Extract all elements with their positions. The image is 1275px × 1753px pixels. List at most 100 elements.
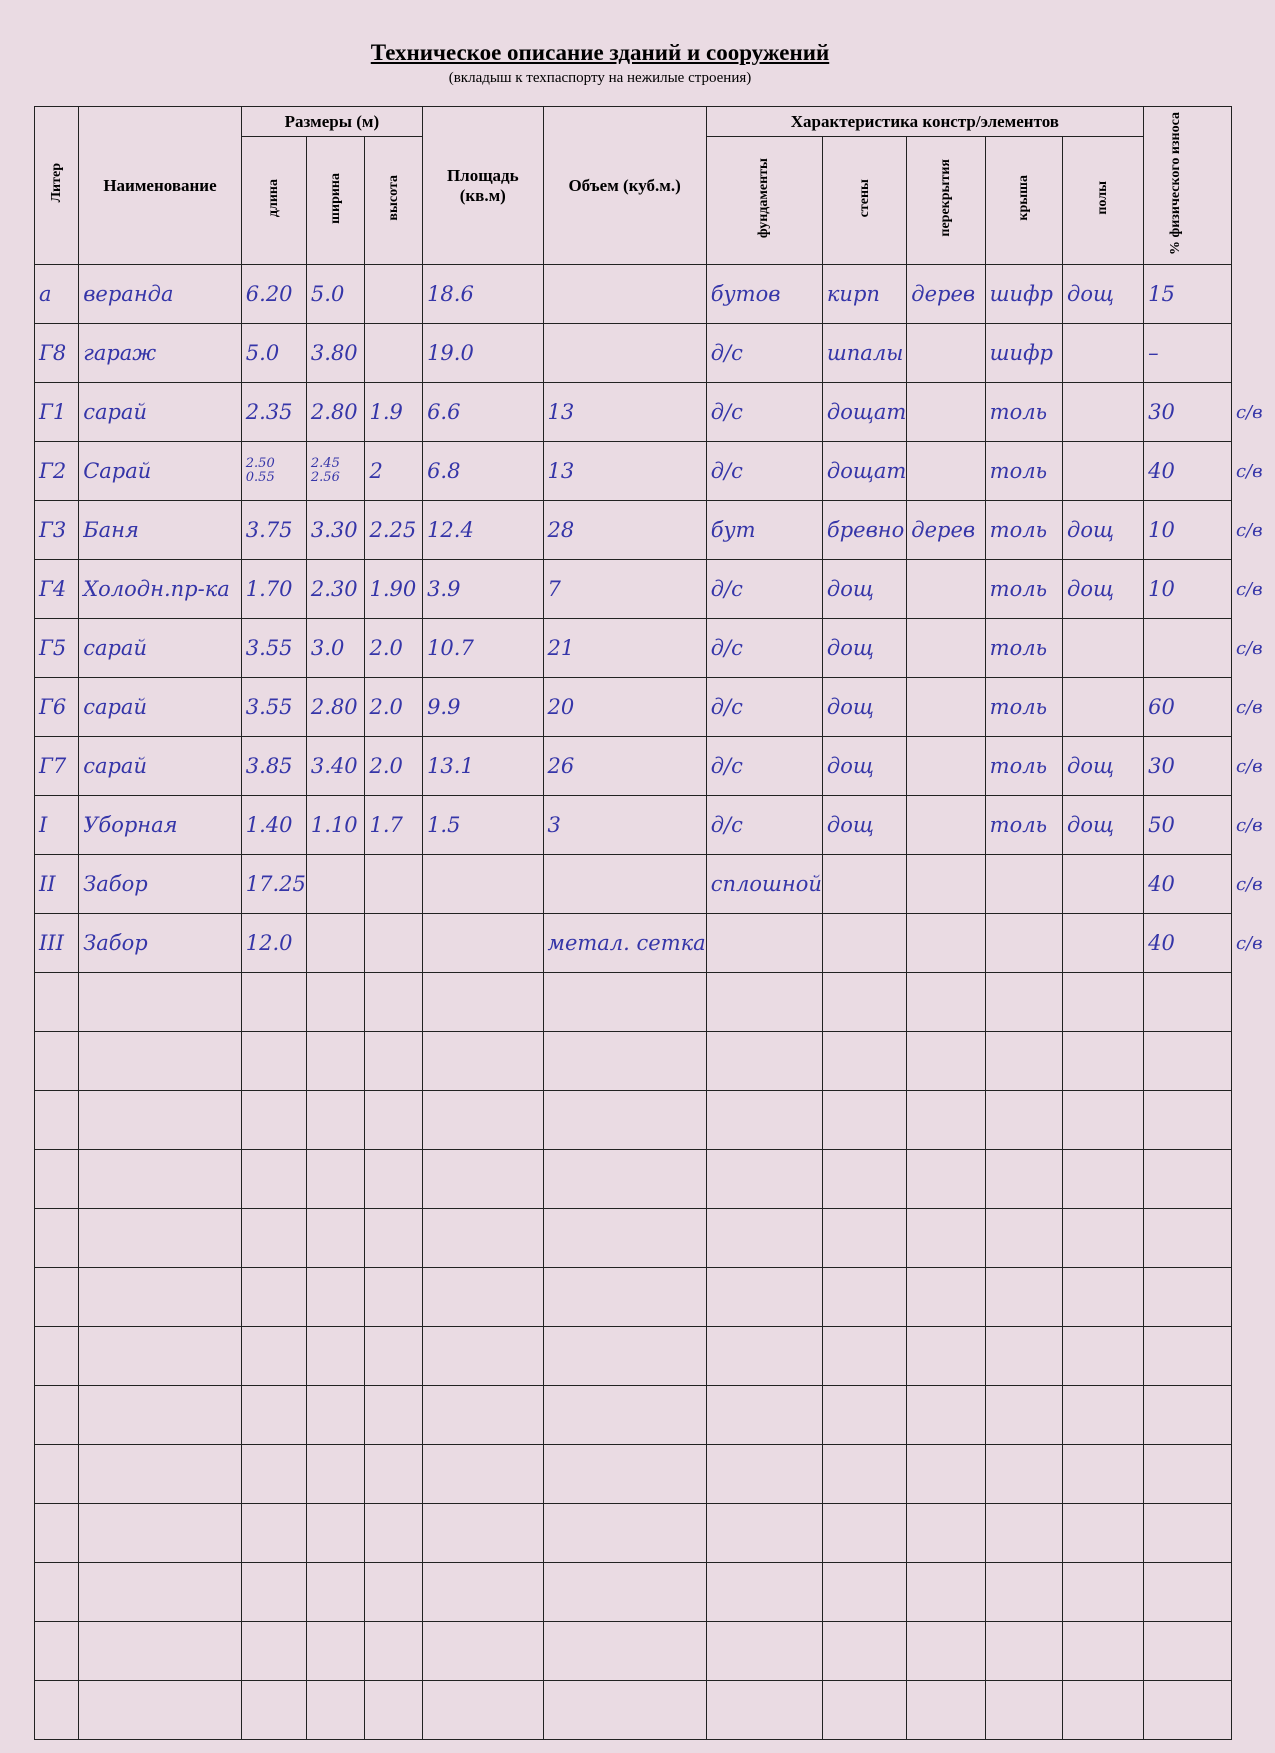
empty-row [33,1267,1275,1327]
cell [906,382,986,442]
empty-row [33,1680,1275,1740]
empty-cell [305,1503,366,1563]
empty-cell [705,1680,823,1740]
empty-cell [542,1031,707,1091]
margin-note [1231,324,1275,383]
empty-cell [33,1444,80,1504]
empty-cell [422,972,544,1032]
empty-cell [364,1444,424,1504]
header-cell: ширина [305,136,366,265]
empty-cell [422,1031,544,1091]
empty-cell [305,972,366,1032]
empty-cell [542,1562,707,1622]
cell [422,913,544,973]
cell: а [33,264,80,324]
cell: 12.4 [422,500,544,560]
cell: Г7 [33,736,80,796]
empty-cell [240,1680,307,1740]
cell: 12.0 [240,913,307,973]
cell: 3.75 [240,500,307,560]
header-cell: Площадь (кв.м) [422,106,544,265]
cell: шпалы [821,323,908,383]
empty-cell [906,1208,986,1268]
margin-note: с/в [1235,637,1263,659]
empty-cell [821,972,908,1032]
cell [1062,913,1145,973]
empty-cell [906,1267,986,1327]
row: а веранда 6.20 5.0 18.6 бутов кирп дерев шифр дощ… [33,264,1275,324]
empty-cell [1062,1503,1145,1563]
cell: 50 [1143,795,1232,855]
empty-cell [422,1385,544,1445]
cell: толь [984,382,1064,442]
empty-cell [422,1680,544,1740]
empty-cell [78,972,242,1032]
table: Литер Наименование Размеры (м) Площадь (… [33,106,1275,1740]
cell: 2.25 [364,500,424,560]
empty-row [33,1444,1275,1504]
empty-cell [906,1326,986,1386]
empty-cell [305,1208,366,1268]
cell: 2.0 [364,736,424,796]
cell [305,854,366,914]
empty-cell [1231,1504,1275,1563]
cell: дощ [1062,264,1145,324]
cell: д/с [705,559,823,619]
empty-row [33,1090,1275,1150]
empty-cell [1062,1326,1145,1386]
cell [984,854,1064,914]
empty-cell [821,1562,908,1622]
cell [422,854,544,914]
empty-cell [821,1267,908,1327]
cell: д/с [705,677,823,737]
empty-cell [542,1444,707,1504]
header-text: Литер [48,163,64,203]
empty-cell [364,1208,424,1268]
cell: сарай [78,677,242,737]
empty-cell [984,1385,1064,1445]
cell: 2.30 [305,559,366,619]
header-cell: полы [1062,136,1145,265]
row: Г7 сарай 3.85 3.40 2.0 13.1 26 д/с дощ толь дощ 30 с… [33,736,1275,796]
empty-cell [305,1149,366,1209]
empty-cell [33,1503,80,1563]
empty-cell [33,1208,80,1268]
empty-cell [821,1326,908,1386]
cell: 3.85 [240,736,307,796]
title: Техническое описание зданий и сооружений [370,40,830,65]
empty-cell [78,1267,242,1327]
cell [821,854,908,914]
empty-cell [305,1621,366,1681]
empty-cell [1143,1562,1232,1622]
cell [906,795,986,855]
empty-cell [984,1090,1064,1150]
cell: I [33,795,80,855]
cell: д/с [705,441,823,501]
cell: бут [705,500,823,560]
cell: 1.5 [422,795,544,855]
cell: толь [984,677,1064,737]
cell: 6.6 [422,382,544,442]
empty-cell [240,1621,307,1681]
cell: Г4 [33,559,80,619]
empty-cell [821,1444,908,1504]
empty-cell [305,1267,366,1327]
cell: 40 [1143,441,1232,501]
empty-cell [1231,1209,1275,1268]
empty-row [33,972,1275,1032]
empty-cell [78,1326,242,1386]
cell [906,618,986,678]
empty-cell [821,1149,908,1209]
empty-cell [78,1621,242,1681]
row: I Уборная 1.40 1.10 1.7 1.5 3 д/с дощ толь дощ 50 с/… [33,795,1275,855]
margin [1231,107,1275,265]
cell: 6.20 [240,264,307,324]
empty-cell [240,1208,307,1268]
subtitle: (вкладыш к техпаспорту на нежилые строен… [448,70,752,86]
empty-cell [305,1090,366,1150]
header-cell: перекрытия [906,136,986,265]
cell [705,913,823,973]
empty-row [33,1031,1275,1091]
empty-cell [1231,1445,1275,1504]
empty-cell [1143,1090,1232,1150]
